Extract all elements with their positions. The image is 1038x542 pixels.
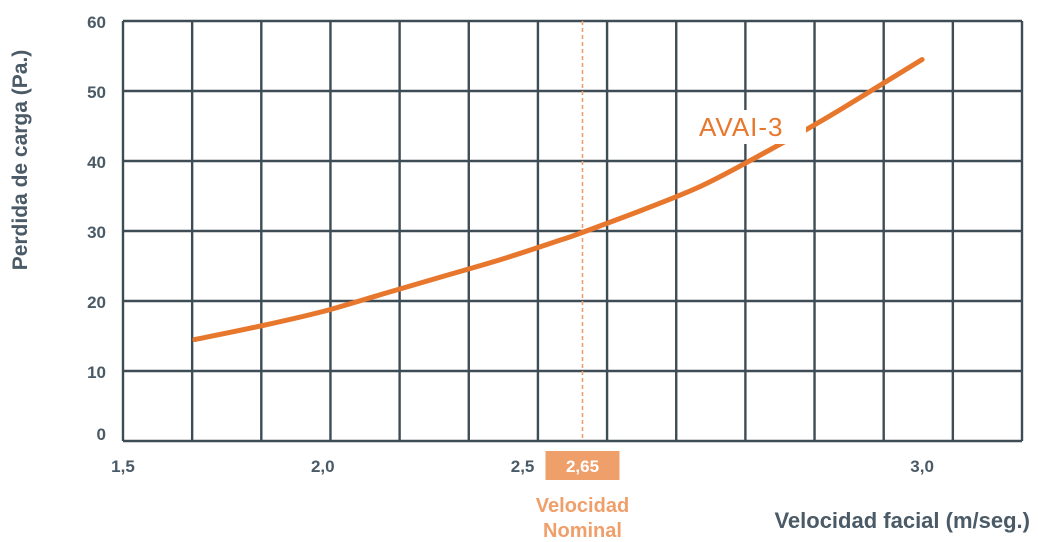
y-tick-label: 60	[87, 13, 106, 32]
x-tick-labels: 1,5 2,0 2,5 3,0	[111, 457, 934, 476]
nominal-velocity-badge-text: 2,65	[566, 457, 599, 476]
y-tick-labels: 0 10 20 30 40 50 60	[87, 13, 106, 444]
y-tick-label: 50	[87, 83, 106, 102]
x-tick-label: 2,0	[311, 457, 335, 476]
nominal-label-line2: Nominal	[543, 520, 622, 542]
x-tick-label: 1,5	[111, 457, 135, 476]
y-tick-label: 20	[87, 293, 106, 312]
x-tick-label: 3,0	[910, 457, 934, 476]
series-line-avai-3	[192, 57, 925, 342]
nominal-label-line1: Velocidad	[536, 495, 629, 517]
y-tick-label: 0	[97, 425, 106, 444]
nominal-velocity-badge	[545, 451, 620, 480]
y-tick-label: 40	[87, 153, 106, 172]
x-axis-title: Velocidad facial (m/seg.)	[774, 508, 1030, 533]
x-tick-label: 2,5	[511, 457, 535, 476]
y-axis-title: Perdida de carga (Pa.)	[9, 50, 32, 271]
y-tick-label: 10	[87, 363, 106, 382]
grid	[121, 19, 1024, 443]
y-tick-label: 30	[87, 223, 106, 242]
series-label-background	[694, 110, 806, 144]
series-label-avai-3: AVAI-3	[699, 112, 784, 142]
